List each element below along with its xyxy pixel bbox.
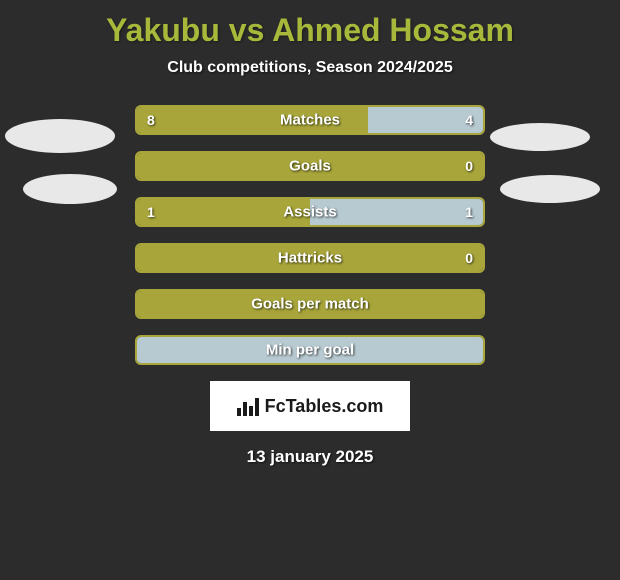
footer-date: 13 january 2025 [0,447,620,467]
bar-left-value: 8 [147,112,155,128]
bar-right-value: 0 [465,158,473,174]
bar-left-value: 1 [147,204,155,220]
stat-bar-row: Matches8 4 [135,105,485,135]
stat-bar-row: Hattricks0 [135,243,485,273]
bar-label: Assists [137,204,483,221]
ellipse-shape [5,119,115,153]
page-title: Yakubu vs Ahmed Hossam [0,0,620,49]
stat-bar-row: Goals per match [135,289,485,319]
bar-label: Min per goal [137,342,483,359]
bar-label: Hattricks [137,250,483,267]
subtitle: Club competitions, Season 2024/2025 [0,59,620,77]
bar-right-value: 1 [465,204,473,220]
chart-bars-icon [237,396,259,416]
ellipse-shape [23,174,117,204]
bar-right-value: 0 [465,250,473,266]
ellipse-shape [490,123,590,151]
stat-bar-row: Min per goal [135,335,485,365]
bar-right-value: 4 [465,112,473,128]
stat-bar-row: Assists1 1 [135,197,485,227]
bar-label: Matches [137,112,483,129]
logo-text: FcTables.com [265,396,384,417]
logo-box: FcTables.com [210,381,410,431]
bar-label: Goals [137,158,483,175]
bar-label: Goals per match [137,296,483,313]
comparison-bars: Matches84Goals0Assists11Hattricks0Goals … [135,105,485,365]
ellipse-shape [500,175,600,203]
stat-bar-row: Goals0 [135,151,485,181]
